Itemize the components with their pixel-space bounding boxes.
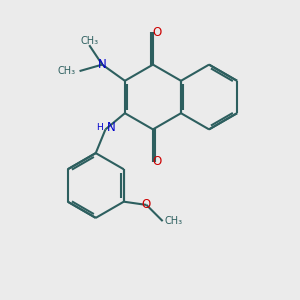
Text: CH₃: CH₃ [80,36,98,46]
Text: O: O [153,155,162,168]
Text: O: O [153,26,162,39]
Text: CH₃: CH₃ [57,66,75,76]
Text: CH₃: CH₃ [164,216,182,226]
Text: H: H [96,123,103,132]
Text: N: N [98,58,106,71]
Text: O: O [142,198,151,212]
Text: N: N [107,122,116,134]
